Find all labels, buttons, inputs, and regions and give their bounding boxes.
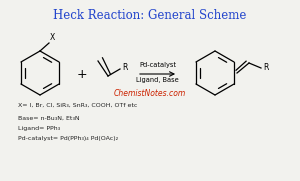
Text: ChemistNotes.com: ChemistNotes.com xyxy=(114,89,186,98)
Text: X= I, Br, Cl, SiR₃, SnR₃, COOH, OTf etc: X= I, Br, Cl, SiR₃, SnR₃, COOH, OTf etc xyxy=(18,103,137,108)
Text: Base= n-Bu₃N, Et₃N: Base= n-Bu₃N, Et₃N xyxy=(18,116,80,121)
Text: X: X xyxy=(50,33,55,42)
Text: Ligand, Base: Ligand, Base xyxy=(136,77,179,83)
Text: Pd-catalyst: Pd-catalyst xyxy=(139,62,176,68)
Text: R: R xyxy=(122,62,128,71)
Text: R: R xyxy=(263,64,268,73)
Text: Heck Reaction: General Scheme: Heck Reaction: General Scheme xyxy=(53,9,247,22)
Text: +: + xyxy=(77,68,87,81)
Text: Pd-catalyst= Pd(PPh₃)₄ Pd(OAc)₂: Pd-catalyst= Pd(PPh₃)₄ Pd(OAc)₂ xyxy=(18,136,118,141)
Text: Ligand= PPh₃: Ligand= PPh₃ xyxy=(18,126,60,131)
